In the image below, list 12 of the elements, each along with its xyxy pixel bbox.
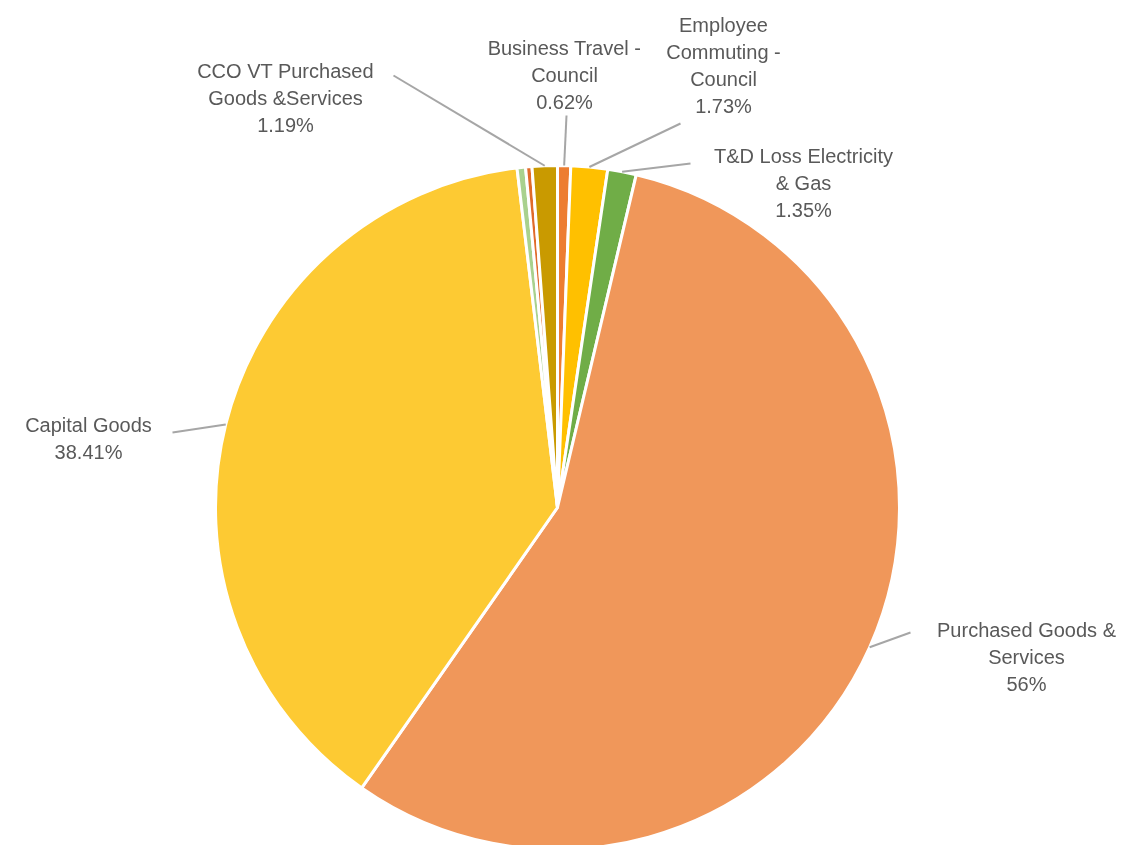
- data-label: 1.19%: [257, 113, 315, 136]
- slice-label: Business Travel - Council: [487, 36, 642, 86]
- data-label: 1.73%: [695, 94, 753, 117]
- slice-label: CCO VT Purchased Goods &Services: [197, 59, 374, 109]
- slice-label: Capital Goods: [25, 413, 152, 436]
- data-label: 1.35%: [775, 198, 833, 221]
- slice-label: T&D Loss Electricity & Gas: [714, 144, 893, 194]
- data-label: 38.41%: [54, 440, 123, 463]
- slice-label: Purchased Goods & Services: [937, 618, 1117, 668]
- data-label: 56%: [1006, 672, 1047, 695]
- slice-label: Employee Commuting - Council: [666, 13, 781, 90]
- data-label: 0.62%: [536, 90, 594, 113]
